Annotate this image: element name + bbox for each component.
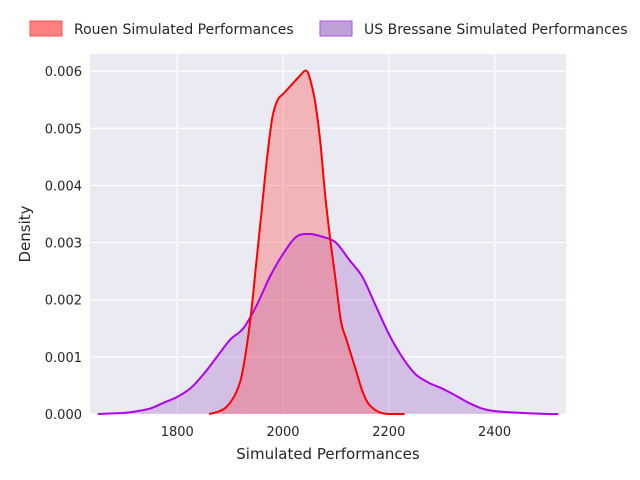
y-tick-label: 0.002 [45, 294, 82, 309]
y-tick-label: 0.006 [45, 65, 82, 80]
y-tick-label: 0.003 [45, 237, 82, 252]
legend: Rouen Simulated Performances US Bressane… [29, 20, 628, 38]
x-tick-label: 1800 [161, 425, 194, 440]
series-area-rouen [209, 70, 405, 415]
legend-swatch-bressane [319, 20, 353, 37]
y-tick-label: 0.001 [45, 351, 82, 366]
x-tick-label: 2200 [372, 425, 405, 440]
x-tick-label: 2000 [266, 425, 299, 440]
series-area-bressane [97, 233, 559, 415]
series-areas [97, 69, 559, 416]
y-tick-label: 0.005 [45, 122, 82, 137]
x-axis-title: Simulated Performances [236, 445, 420, 463]
series-line-bressane [97, 232, 559, 416]
legend-label-rouen: Rouen Simulated Performances [74, 22, 294, 38]
plot-area [90, 54, 566, 414]
y-tick-label: 0.000 [45, 408, 82, 423]
grid [90, 54, 566, 415]
y-tick-label: 0.004 [45, 179, 82, 194]
x-tick-label: 2400 [478, 425, 511, 440]
legend-swatch-rouen [29, 20, 63, 37]
series-line-rouen [208, 69, 405, 416]
y-axis-title: Density [16, 205, 34, 262]
legend-label-bressane: US Bressane Simulated Performances [364, 22, 628, 38]
tick-labels: 1800 2000 2200 2400 0.000 0.001 0.002 0.003 0.00… [45, 65, 511, 440]
